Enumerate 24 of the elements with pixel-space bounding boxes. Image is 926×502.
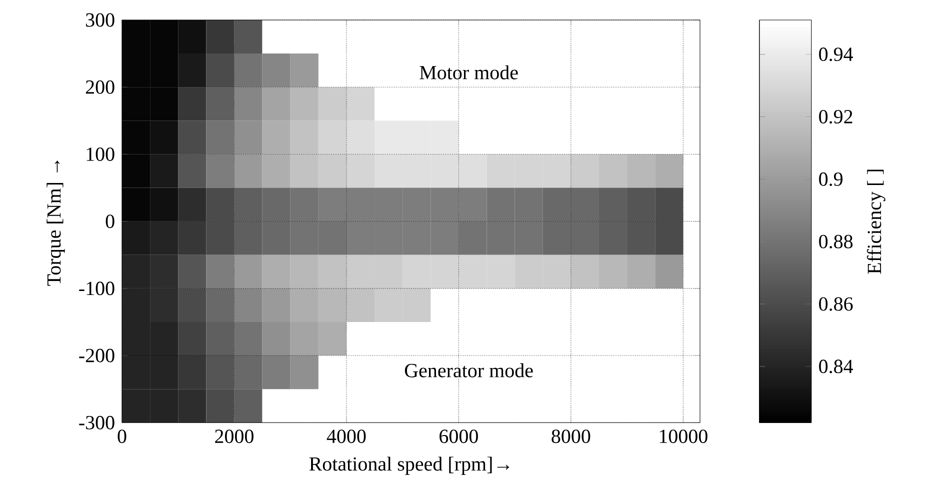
y-tick-label: -300 [79, 416, 114, 430]
x-tick-label: 8000 [552, 430, 590, 444]
y-tick-label: 300 [86, 13, 114, 27]
x-tick-label: 10000 [660, 430, 708, 444]
x-tick-label: 2000 [215, 430, 254, 444]
color-bar-label: 0.94 [819, 48, 853, 62]
y-axis-title: Torque [Nm] → [46, 160, 65, 286]
y-tick-label: 200 [86, 80, 114, 94]
color-bar-title: Efficiency [ ] [866, 170, 886, 274]
x-tick-label: 0 [118, 430, 126, 444]
annotation: Generator mode [404, 363, 533, 378]
color-bar-label: 0.84 [819, 360, 853, 374]
y-tick-label: 100 [86, 147, 114, 161]
x-tick-label: 4000 [326, 430, 366, 444]
y-tick-label: -100 [79, 282, 114, 296]
y-tick-label: -200 [79, 348, 114, 362]
x-axis-title: Rotational speed [rpm]→ [309, 456, 510, 475]
y-tick-label: 0 [106, 214, 114, 228]
color-bar-label: 0.88 [819, 234, 853, 248]
color-bar-label: 0.9 [819, 172, 842, 186]
color-bar-label: 0.86 [819, 297, 853, 311]
color-bar-label: 0.92 [819, 110, 852, 124]
annotation: Motor mode [420, 65, 518, 80]
x-tick-label: 6000 [440, 430, 478, 444]
